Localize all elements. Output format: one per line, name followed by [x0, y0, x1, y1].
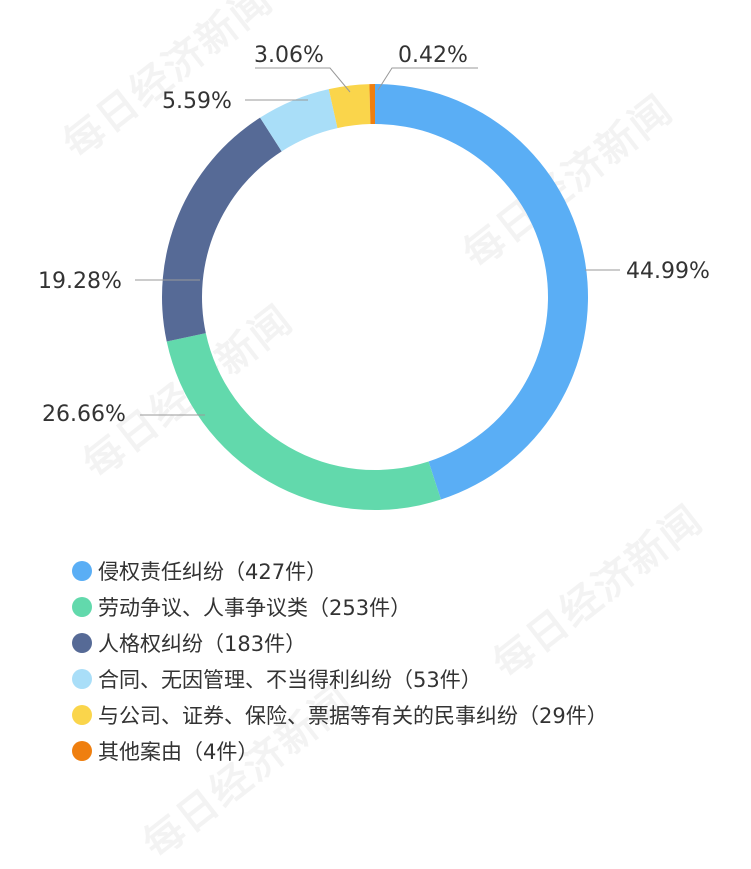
slice-percent-label: 5.59%: [162, 89, 232, 114]
slice-percent-label: 44.99%: [626, 259, 710, 284]
legend-item: 与公司、证券、保险、票据等有关的民事纠纷（29件）: [72, 697, 608, 733]
donut-slice: [328, 84, 371, 129]
legend-item: 人格权纠纷（183件）: [72, 625, 608, 661]
donut-slice: [260, 89, 338, 152]
legend-label: 劳动争议、人事争议类（253件）: [98, 596, 412, 620]
legend-color-dot: [72, 741, 92, 761]
legend-label: 合同、无因管理、不当得利纠纷（53件）: [98, 668, 482, 692]
donut-slice: [166, 333, 441, 510]
slice-percent-label: 26.66%: [42, 402, 126, 427]
slice-percent-label: 0.42%: [398, 43, 468, 68]
leader-line: [377, 67, 478, 91]
legend-label: 其他案由（4件）: [98, 740, 259, 764]
leader-line: [255, 67, 351, 93]
slice-percent-label: 19.28%: [38, 269, 122, 294]
legend-label: 人格权纠纷（183件）: [98, 632, 307, 656]
slice-labels: 44.99% 26.66% 19.28% 5.59% 3.06% 0.42%: [38, 43, 710, 427]
legend-color-dot: [72, 633, 92, 653]
donut-slice: [162, 117, 282, 342]
slice-percent-label: 3.06%: [254, 43, 324, 68]
chart-legend: 侵权责任纠纷（427件） 劳动争议、人事争议类（253件） 人格权纠纷（183件） 合…: [72, 553, 608, 769]
legend-item: 劳动争议、人事争议类（253件）: [72, 589, 608, 625]
legend-label: 侵权责任纠纷（427件）: [98, 560, 328, 584]
legend-item: 合同、无因管理、不当得利纠纷（53件）: [72, 661, 608, 697]
legend-item: 其他案由（4件）: [72, 733, 608, 769]
legend-color-dot: [72, 561, 92, 581]
legend-color-dot: [72, 669, 92, 689]
donut-chart: 44.99% 26.66% 19.28% 5.59% 3.06% 0.42%: [38, 43, 710, 510]
donut-slices: [162, 84, 588, 510]
legend-label: 与公司、证券、保险、票据等有关的民事纠纷（29件）: [98, 704, 608, 728]
legend-item: 侵权责任纠纷（427件）: [72, 553, 608, 589]
legend-color-dot: [72, 705, 92, 725]
legend-color-dot: [72, 597, 92, 617]
donut-slice: [369, 84, 375, 125]
donut-slice: [375, 84, 588, 500]
